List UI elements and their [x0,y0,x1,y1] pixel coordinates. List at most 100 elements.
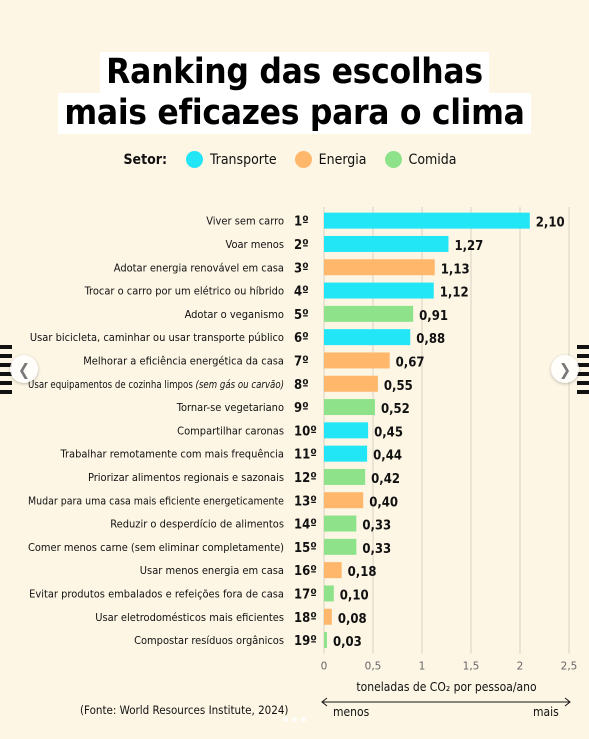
value-label: 0,10 [340,588,369,603]
x-tick-label: 2,5 [561,661,578,673]
legend-dot-comida [384,151,402,168]
title-line-2: mais eficazes para o clima [58,93,531,134]
value-label: 0,67 [396,355,425,370]
bar [324,282,434,299]
bar-label: Melhorar a eficiência energética da casa [83,354,284,367]
bar [324,632,327,649]
bar-label: Trabalhar remotamente com mais frequênci… [60,448,284,461]
legend-text-energia: Energia [318,151,367,168]
value-label: 0,18 [348,565,377,580]
legend-item-comida: Comida [384,151,457,168]
bar-label: Voar menos [226,238,284,251]
carousel-dot[interactable] [301,717,306,722]
bar-chart: 0 0,5 1 1,5 2 2,5 Viver sem carro 1º 2,10 Voar me… [28,207,578,673]
rank-label: 6º [294,331,309,346]
chart-title: Ranking das escolhas mais eficazes para … [0,52,589,134]
rank-label: 11º [294,448,317,463]
value-label: 0,03 [333,635,362,650]
bar [324,352,390,369]
rank-label: 8º [294,378,309,393]
value-label: 0,33 [362,519,391,534]
right-stripes-decoration [577,345,589,399]
bar [324,259,435,276]
value-label: 0,55 [384,379,413,394]
value-label: 0,44 [373,449,402,464]
value-label: 0,42 [371,472,400,487]
rank-label: 5º [294,308,309,323]
bar-label: Compostar resíduos orgânicos [134,634,284,647]
bar-label: Adotar o veganismo [185,308,284,321]
x-tick-label: 2 [517,661,524,673]
legend-text-comida: Comida [408,151,457,168]
x-tick-label: 0 [321,661,328,673]
title-line-1: Ranking das escolhas [100,52,489,93]
chevron-right-icon: ❯ [558,359,572,379]
carousel-dot[interactable] [283,717,288,722]
bar-label: Adotar energia renovável em casa [114,261,284,274]
carousel-dots [0,717,589,722]
bar-label: Priorizar alimentos regionais e sazonais [88,471,284,484]
x-tick-label: 1 [419,661,426,673]
prev-slide-button[interactable]: ❮ [10,355,38,383]
rank-label: 17º [294,587,317,602]
scale-more-label: mais [533,705,559,719]
legend-item-transporte: Transporte [186,151,277,168]
value-label: 0,08 [338,612,367,627]
value-label: 0,91 [419,309,448,324]
bar [324,235,449,252]
bar [324,305,414,322]
source-note: (Fonte: World Resources Institute, 2024) [80,703,289,717]
value-label: 0,33 [362,542,391,557]
bar-label: Mudar para uma casa mais eficiente energ… [28,494,284,507]
bar-label: Evitar produtos embalados e refeições fo… [29,587,284,600]
bar-label: Viver sem carro [206,215,284,228]
rank-label: 13º [294,494,317,509]
x-tick-label: 0,5 [365,661,382,673]
value-label: 0,40 [369,495,398,510]
value-label: 1,27 [454,239,483,254]
rank-label: 18º [294,611,317,626]
bar [324,585,334,602]
bar [324,562,342,579]
value-label: 0,45 [374,425,403,440]
scale-arrow [320,693,572,707]
bar [324,468,366,485]
bar-label: Usar bicicleta, caminhar ou usar transpo… [30,331,284,344]
bar-label: Compartilhar caronas [177,424,284,437]
rank-label: 9º [294,401,309,416]
rank-label: 15º [294,541,317,556]
legend-dot-energia [294,151,312,168]
rank-label: 19º [294,634,317,649]
bar-label: Tornar-se vegetariano [176,401,284,414]
rank-label: 2º [294,238,309,253]
bar-label: Comer menos carne (sem eliminar completa… [28,541,284,554]
next-slide-button[interactable]: ❯ [551,355,579,383]
bar [324,445,368,462]
left-stripes-decoration [0,345,12,399]
chevron-left-icon: ❮ [17,359,31,379]
x-tick-label: 1,5 [463,661,480,673]
bar [324,492,364,509]
legend-dot-transporte [186,151,204,168]
value-label: 1,12 [440,286,469,301]
bar [324,538,357,555]
bar [324,329,411,346]
rank-label: 4º [294,285,309,300]
carousel-dot[interactable] [292,717,297,722]
bar [324,422,369,439]
rank-label: 12º [294,471,317,486]
bar [324,399,375,416]
rank-label: 14º [294,518,317,533]
bar [324,515,357,532]
rank-label: 7º [294,354,309,369]
bar-label: Trocar o carro por um elétrico ou híbrid… [84,285,284,298]
bar [324,375,378,392]
value-label: 0,88 [416,332,445,347]
bar-label: Reduzir o desperdício de alimentos [110,518,284,531]
legend: Setor: Transporte Energia Comida [0,151,589,168]
scale-less-label: menos [333,705,370,719]
value-label: 2,10 [536,216,565,231]
rank-label: 10º [294,424,317,439]
legend-item-energia: Energia [294,151,367,168]
bar-label: Usar menos energia em casa [140,564,284,577]
